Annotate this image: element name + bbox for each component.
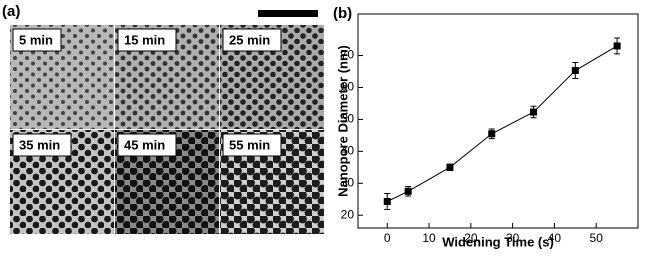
image-label: 35 min — [19, 137, 60, 152]
panel-label: (b) — [333, 5, 352, 22]
image-label: 55 min — [229, 137, 270, 152]
scale-bar — [258, 10, 318, 17]
connector-line — [387, 45, 618, 202]
data-point — [404, 187, 412, 195]
data-point — [571, 67, 579, 75]
image-label: 25 min — [229, 32, 270, 47]
y-axis-label: Nanopore Diameter (nm) — [335, 45, 350, 197]
data-point — [530, 108, 538, 116]
label-box — [117, 133, 177, 157]
label-box — [117, 28, 177, 52]
x-tick-label: 50 — [590, 231, 604, 245]
image-label: 45 min — [124, 137, 165, 152]
x-tick-label: 0 — [384, 231, 391, 245]
x-tick-label: 10 — [422, 231, 436, 245]
sem-images: 5 min 15 min 25 min 35 min 45 min 55 min — [10, 25, 324, 234]
y-tick-label: 30 — [341, 175, 355, 189]
y-tick-label: 70 — [341, 48, 355, 62]
x-tick-label: 40 — [548, 231, 562, 245]
y-tick-label: 60 — [341, 80, 355, 94]
label-box — [12, 28, 62, 52]
x-tick-label: 30 — [506, 231, 520, 245]
y-tick-label: 40 — [341, 144, 355, 158]
data-point — [613, 42, 621, 50]
x-axis-label: Widening Time (s) — [442, 234, 554, 249]
y-tick-label: 20 — [341, 207, 355, 221]
data-point — [446, 163, 454, 171]
label-box — [222, 133, 282, 157]
image-label: 15 min — [124, 32, 165, 47]
label-box — [222, 28, 282, 52]
image-label: 5 min — [19, 32, 53, 47]
panel-label: (a) — [2, 3, 20, 20]
plot-frame — [357, 13, 639, 229]
y-tick-label: 50 — [341, 112, 355, 126]
data-point — [488, 130, 496, 138]
data-point — [383, 197, 391, 205]
label-box — [12, 133, 72, 157]
x-tick-label: 20 — [464, 231, 478, 245]
